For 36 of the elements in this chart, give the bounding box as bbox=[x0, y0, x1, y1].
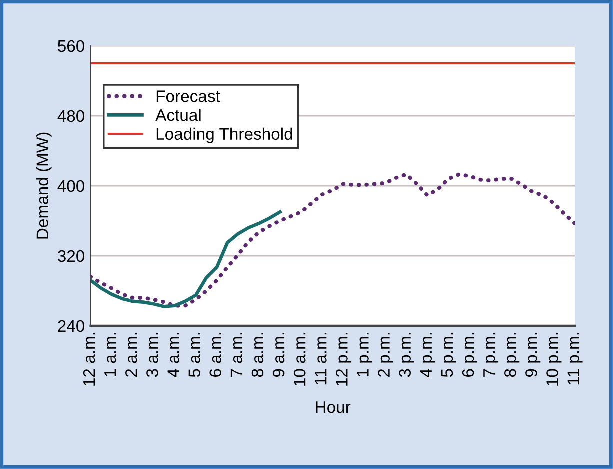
x-tick-label: 8 p.m. bbox=[504, 333, 520, 378]
x-tick-label: 1 a.m. bbox=[104, 333, 116, 377]
x-tick-label: 2 p.m. bbox=[378, 333, 394, 377]
y-tick-label: 320 bbox=[58, 250, 85, 262]
x-tick-label: 10 a.m. bbox=[294, 333, 306, 386]
x-tick-label: 12 a.m. bbox=[83, 333, 96, 386]
x-tick-label: 4 p.m. bbox=[420, 333, 436, 378]
x-tick-label: 12 p.m. bbox=[336, 333, 352, 386]
x-tick-label: 7 p.m. bbox=[484, 333, 499, 377]
x-tick-label: 2 a.m. bbox=[126, 333, 138, 377]
x-tick-label: 5 p.m. bbox=[442, 333, 456, 378]
x-tick-label: 9 a.m. bbox=[272, 333, 285, 378]
x-tick-label: 6 p.m. bbox=[462, 333, 478, 377]
x-tick-label: 8 a.m. bbox=[252, 333, 264, 378]
x-tick-label: 6 a.m. bbox=[210, 333, 222, 377]
y-axis-title: Demand (MW) bbox=[36, 132, 52, 239]
x-tick-label: 10 p.m. bbox=[546, 333, 562, 386]
line-series bbox=[90, 210, 282, 308]
legend-label: Forecast bbox=[156, 90, 220, 102]
x-tick-label: 5 a.m. bbox=[188, 333, 200, 378]
x-tick-label: 4 a.m. bbox=[168, 333, 180, 378]
y-tick-label: 240 bbox=[58, 320, 85, 332]
x-tick-label: 11 a.m. bbox=[315, 333, 327, 385]
y-tick-label: 480 bbox=[58, 110, 85, 122]
line-series bbox=[90, 172, 575, 308]
y-tick-label: 560 bbox=[58, 40, 85, 52]
y-tick-label: 400 bbox=[58, 180, 85, 192]
x-tick-label: 1 p.m. bbox=[357, 333, 372, 377]
x-tick-label: 3 a.m. bbox=[146, 333, 158, 378]
legend-label: Loading Threshold bbox=[156, 128, 292, 144]
legend-label: Actual bbox=[156, 108, 201, 122]
x-axis-title: Hour bbox=[316, 402, 351, 414]
x-tick-label: 9 p.m. bbox=[526, 333, 541, 378]
x-tick-label: 11 p.m. bbox=[568, 333, 583, 385]
x-tick-label: 7 a.m. bbox=[230, 333, 243, 377]
x-tick-label: 3 p.m. bbox=[399, 333, 414, 378]
